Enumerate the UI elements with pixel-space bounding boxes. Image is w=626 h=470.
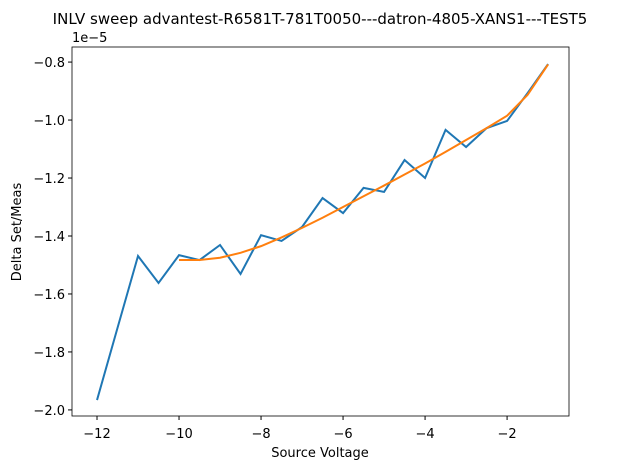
- x-tick-label: −2: [497, 427, 516, 442]
- y-tick-label: −1.8: [33, 346, 65, 361]
- y-tick-label: −1.2: [33, 172, 65, 187]
- y-axis-label: Delta Set/Meas: [10, 183, 25, 282]
- x-tick-label: −4: [415, 427, 434, 442]
- x-tick-label: −10: [165, 427, 192, 442]
- plot-frame: [71, 46, 570, 417]
- y-tick-label: −0.8: [33, 56, 65, 71]
- data-line: [179, 63, 549, 262]
- y-tick-label: −1.6: [33, 288, 65, 303]
- data-line: [96, 63, 549, 401]
- x-tick-label: −12: [83, 427, 110, 442]
- x-tick-label: −6: [333, 427, 352, 442]
- x-tick-label: −8: [251, 427, 270, 442]
- y-tick-label: −1.0: [33, 114, 65, 129]
- chart-title: INLV sweep advantest-R6581T-781T0050---d…: [53, 10, 588, 28]
- x-axis-label: Source Voltage: [271, 446, 369, 461]
- y-tick-label: −1.4: [33, 230, 65, 245]
- y-offset-label: 1e−5: [72, 31, 107, 46]
- y-tick-label: −2.0: [33, 404, 65, 419]
